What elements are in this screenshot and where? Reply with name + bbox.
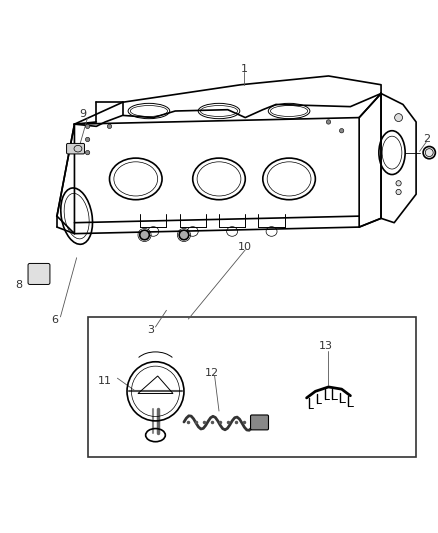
Text: 13: 13	[318, 341, 332, 351]
Ellipse shape	[396, 181, 401, 186]
Text: 6: 6	[51, 315, 58, 325]
Ellipse shape	[85, 138, 90, 142]
Text: 2: 2	[424, 134, 431, 144]
FancyBboxPatch shape	[28, 263, 50, 285]
Ellipse shape	[339, 128, 344, 133]
Ellipse shape	[85, 124, 90, 128]
Ellipse shape	[179, 230, 189, 240]
Text: 11: 11	[98, 376, 112, 386]
Ellipse shape	[395, 114, 403, 122]
Ellipse shape	[85, 150, 90, 155]
Text: 8: 8	[15, 280, 22, 290]
FancyBboxPatch shape	[88, 317, 416, 457]
Text: 10: 10	[238, 242, 252, 252]
Ellipse shape	[396, 189, 401, 195]
Text: 12: 12	[205, 368, 219, 378]
Text: 3: 3	[148, 325, 155, 335]
FancyBboxPatch shape	[251, 415, 268, 430]
Ellipse shape	[107, 124, 112, 128]
FancyBboxPatch shape	[67, 143, 85, 154]
Text: 9: 9	[80, 109, 87, 119]
Text: 1: 1	[240, 63, 247, 74]
Ellipse shape	[326, 120, 331, 124]
Ellipse shape	[140, 230, 149, 240]
Ellipse shape	[423, 147, 435, 159]
